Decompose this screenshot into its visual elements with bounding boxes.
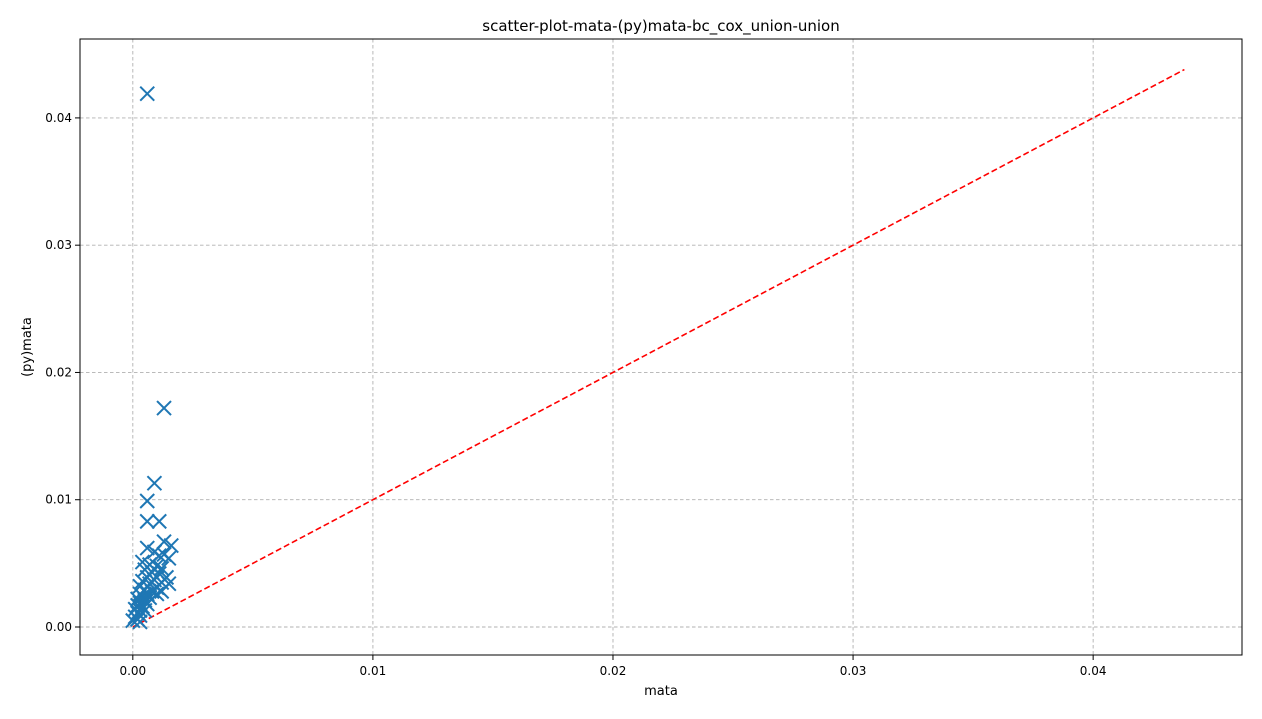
data-point <box>139 513 155 530</box>
data-point <box>151 513 167 530</box>
data-point <box>139 540 155 556</box>
data-point <box>163 537 179 554</box>
x-tick-label: 0.04 <box>1080 664 1107 678</box>
data-point <box>161 550 177 566</box>
x-tick-label: 0.03 <box>840 664 867 678</box>
y-axis-ticks: 0.00 0.01 0.02 0.03 0.04 <box>45 111 80 634</box>
grid-lines <box>80 39 1242 655</box>
chart-title: scatter-plot-mata-(py)mata-bc_cox_union-… <box>482 17 839 36</box>
x-tick-label: 0.00 <box>119 664 146 678</box>
reference-line-layer <box>132 68 1185 628</box>
data-point <box>146 475 163 491</box>
y-tick-label: 0.02 <box>45 365 72 379</box>
x-axis-label: mata <box>644 684 678 699</box>
x-tick-label: 0.02 <box>600 664 627 678</box>
data-point <box>139 493 155 509</box>
data-point <box>156 400 172 416</box>
y-tick-label: 0.01 <box>45 493 72 507</box>
x-tick-label: 0.01 <box>360 664 387 678</box>
data-point <box>153 583 170 600</box>
y-axis-label: (py)mata <box>20 317 35 377</box>
scatter-points <box>125 86 179 630</box>
y-tick-label: 0.03 <box>45 238 72 252</box>
x-axis-ticks: 0.00 0.01 0.02 0.03 0.04 <box>119 655 1107 678</box>
y-tick-label: 0.04 <box>45 111 72 125</box>
data-point <box>153 560 170 577</box>
y-tick-label: 0.00 <box>45 620 72 634</box>
data-point <box>139 86 155 102</box>
data-point <box>132 614 148 630</box>
plot-frame <box>79 38 1243 656</box>
data-point <box>132 607 148 624</box>
reference-line <box>132 68 1185 628</box>
